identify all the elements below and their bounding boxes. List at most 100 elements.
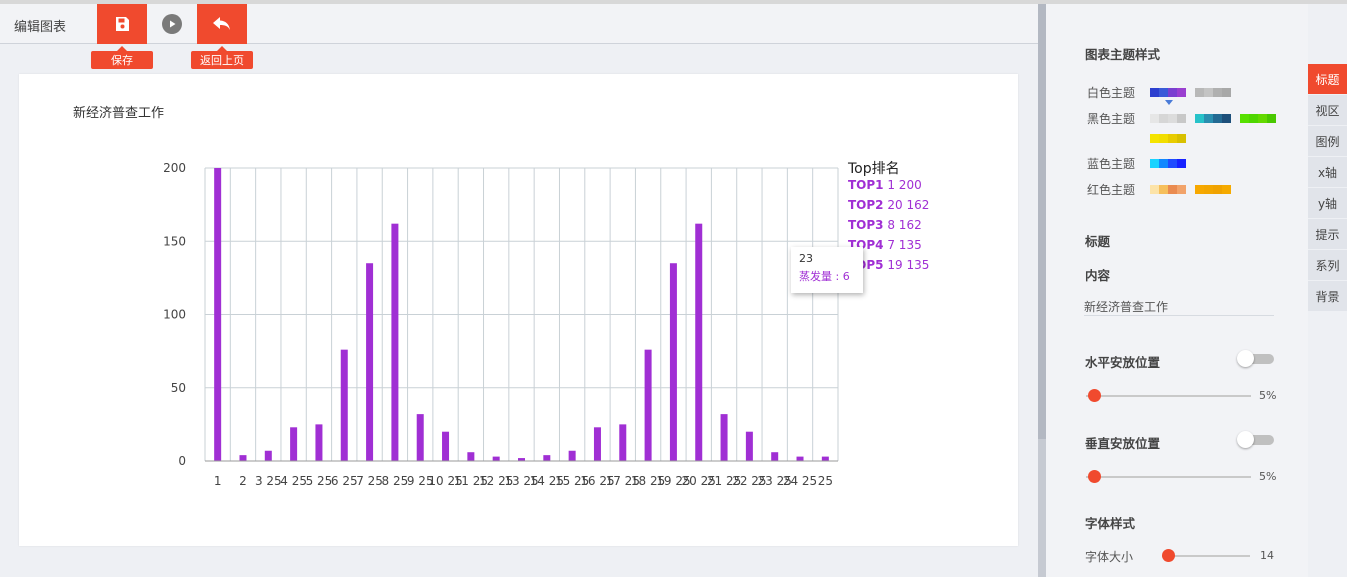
chart-bar[interactable] <box>720 414 728 461</box>
swatch-color <box>1159 134 1168 143</box>
tab-y-axis[interactable]: y轴 <box>1308 188 1347 218</box>
chart-bar[interactable] <box>239 455 247 461</box>
swatch-color <box>1177 88 1186 97</box>
v-position-slider[interactable] <box>1086 470 1251 483</box>
theme-swatch[interactable] <box>1150 88 1186 97</box>
legend-item[interactable]: TOP2 20 162 <box>848 198 929 212</box>
chart-bar[interactable] <box>340 349 348 461</box>
v-position-label: 垂直安放位置 <box>1085 436 1161 451</box>
scrollbar-thumb[interactable] <box>1038 4 1046 439</box>
x-tick-label: 5 25 <box>306 474 333 488</box>
tab-tooltip[interactable]: 提示 <box>1308 219 1347 249</box>
settings-tabs: 标题 视区 图例 x轴 y轴 提示 系列 背景 <box>1308 64 1347 312</box>
undo-arrow-icon <box>213 17 230 30</box>
h-position-toggle[interactable] <box>1237 350 1274 367</box>
chart-bar[interactable] <box>619 424 627 461</box>
x-tick-label: 12 25 <box>479 474 513 488</box>
settings-panel: 图表主题样式 白色主题 黑色主题 蓝色主题 红色主题 标题 内容 新经济普查工作… <box>1046 4 1308 577</box>
vertical-scrollbar[interactable] <box>1038 4 1046 577</box>
chart-bar[interactable] <box>264 450 272 461</box>
tab-x-axis[interactable]: x轴 <box>1308 157 1347 187</box>
theme-swatch[interactable] <box>1150 185 1186 194</box>
chart-title: 新经济普查工作 <box>73 106 165 121</box>
chart-bar[interactable] <box>543 455 551 461</box>
theme-heading: 图表主题样式 <box>1085 47 1161 62</box>
theme-swatch[interactable] <box>1195 88 1231 97</box>
back-button[interactable] <box>197 4 247 44</box>
legend-item[interactable]: TOP1 1 200 <box>848 178 922 192</box>
swatch-color <box>1159 159 1168 168</box>
font-size-slider[interactable] <box>1162 549 1250 562</box>
theme-swatch[interactable] <box>1150 134 1186 143</box>
chart-bar[interactable] <box>771 452 779 461</box>
swatch-color <box>1150 134 1159 143</box>
x-tick-label: 25 <box>818 474 833 488</box>
content-heading: 内容 <box>1085 268 1111 283</box>
chart-bar[interactable] <box>669 263 677 461</box>
chart-bar[interactable] <box>593 427 601 461</box>
y-tick-label: 0 <box>178 454 186 468</box>
chart-bar[interactable] <box>391 223 399 461</box>
chart-bar[interactable] <box>214 168 222 461</box>
save-button[interactable] <box>97 4 147 44</box>
chart-bar[interactable] <box>290 427 298 461</box>
chart-bar[interactable] <box>492 456 500 461</box>
x-tick-label: 19 25 <box>656 474 690 488</box>
chart-bar[interactable] <box>695 223 703 461</box>
theme-swatch[interactable] <box>1195 185 1231 194</box>
theme-swatch[interactable] <box>1195 114 1231 123</box>
legend-value: 7 135 <box>887 238 922 252</box>
y-tick-label: 100 <box>163 308 186 322</box>
chart-bar[interactable] <box>315 424 323 461</box>
legend-value: 19 135 <box>887 258 930 272</box>
chart-bar[interactable] <box>366 263 374 461</box>
swatch-color <box>1159 88 1168 97</box>
y-tick-label: 150 <box>163 234 186 248</box>
title-heading: 标题 <box>1085 234 1111 249</box>
chart-bar[interactable] <box>416 414 424 461</box>
legend-item[interactable]: TOP3 8 162 <box>848 218 922 232</box>
tab-legend[interactable]: 图例 <box>1308 126 1347 156</box>
tab-series[interactable]: 系列 <box>1308 250 1347 280</box>
swatch-color <box>1150 114 1159 123</box>
swatch-color <box>1159 114 1168 123</box>
slider-handle[interactable] <box>1088 389 1102 402</box>
chart-bar[interactable] <box>568 450 576 461</box>
tab-background[interactable]: 背景 <box>1308 281 1347 311</box>
chart-bar[interactable] <box>442 431 450 461</box>
v-position-toggle[interactable] <box>1237 431 1274 448</box>
preview-button[interactable] <box>162 14 182 34</box>
theme-swatch[interactable] <box>1150 114 1186 123</box>
swatch-color <box>1150 88 1159 97</box>
chart-tooltip: 23 蒸发量 : 6 <box>791 247 863 293</box>
x-tick-label: 16 25 <box>580 474 614 488</box>
tab-viewport[interactable]: 视区 <box>1308 95 1347 125</box>
swatch-color <box>1168 114 1177 123</box>
swatch-color <box>1204 88 1213 97</box>
slider-handle[interactable] <box>1088 470 1102 483</box>
h-position-slider[interactable] <box>1086 389 1251 402</box>
chart-bar[interactable] <box>821 456 829 461</box>
swatch-color <box>1213 88 1222 97</box>
theme-swatch[interactable] <box>1240 114 1276 123</box>
tab-title[interactable]: 标题 <box>1308 64 1347 94</box>
swatch-color <box>1150 185 1159 194</box>
chart-canvas[interactable]: 新经济普查工作 0 50 100 150 200 1 2 3 25 4 25 5 25 6 25 7 … <box>19 74 1018 546</box>
slider-handle[interactable] <box>1162 549 1175 562</box>
title-content-input[interactable]: 新经济普查工作 <box>1084 298 1274 316</box>
x-tick-label: 3 25 <box>255 474 282 488</box>
chart-bar[interactable] <box>467 452 475 461</box>
chart-bar[interactable] <box>796 456 804 461</box>
swatch-color <box>1177 134 1186 143</box>
x-tick-label: 1 <box>214 474 222 488</box>
theme-swatch[interactable] <box>1150 159 1186 168</box>
chart-bar[interactable] <box>518 458 525 461</box>
chart-bar[interactable] <box>644 349 652 461</box>
legend-rank: TOP1 <box>848 178 884 192</box>
play-circle-icon <box>170 20 176 28</box>
swatch-color <box>1177 159 1186 168</box>
chart-bar[interactable] <box>745 431 753 461</box>
save-tooltip: 保存 <box>91 46 153 69</box>
tooltip-value: 蒸发量 : 6 <box>799 270 850 283</box>
top-border <box>0 0 1347 4</box>
